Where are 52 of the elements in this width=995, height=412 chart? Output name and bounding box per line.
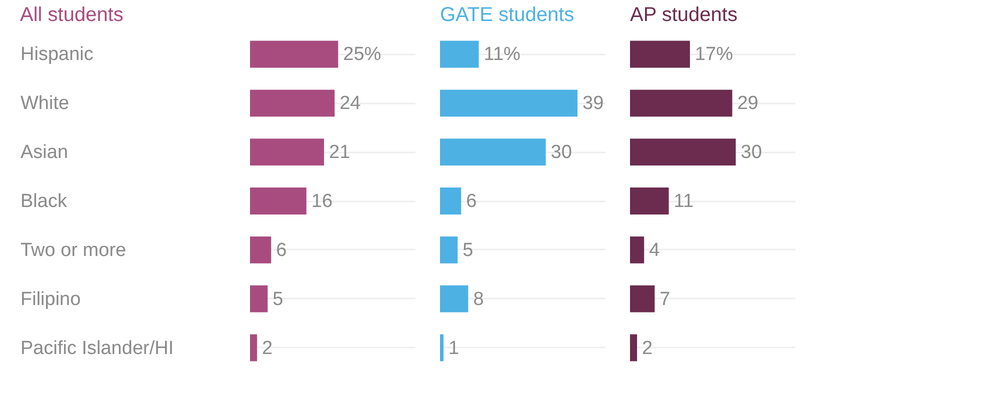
bar	[250, 334, 258, 362]
bar	[630, 40, 690, 68]
data-label: 1	[448, 338, 460, 359]
data-label: 16	[311, 191, 333, 212]
data-label: 5	[462, 240, 474, 261]
bar	[440, 90, 578, 117]
bar	[630, 334, 638, 362]
bar	[250, 138, 324, 166]
bar	[250, 90, 335, 117]
bar	[250, 236, 272, 264]
bar	[250, 188, 306, 214]
data-label: 30	[740, 142, 762, 164]
data-label: 6	[276, 240, 287, 261]
data-label: 29	[737, 93, 758, 114]
bar	[440, 40, 479, 68]
data-label: 24	[340, 93, 362, 114]
bar	[630, 188, 669, 214]
y-tick-label: Filipino	[20, 288, 81, 310]
y-tick-label: Hispanic	[20, 44, 94, 66]
data-label: 39	[582, 93, 604, 114]
data-label: 21	[329, 142, 350, 164]
y-tick-label: Black	[20, 191, 68, 212]
y-tick-label: Pacific Islander/HI	[20, 338, 174, 359]
bar	[630, 90, 732, 117]
bar	[250, 40, 338, 68]
data-label: 7	[660, 288, 670, 310]
bar	[440, 285, 468, 312]
bar	[630, 138, 736, 166]
data-label: 4	[649, 240, 660, 261]
data-label: 2	[642, 338, 653, 359]
bar	[630, 236, 644, 264]
data-label: 5	[272, 288, 284, 310]
bar	[630, 285, 655, 312]
y-tick-label: Asian	[20, 142, 68, 164]
data-label: 11	[674, 191, 694, 212]
bar	[440, 138, 546, 166]
data-label: 11%	[484, 44, 521, 66]
data-label: 25%	[343, 44, 382, 66]
data-label: 30	[550, 142, 572, 164]
text: All students	[20, 4, 124, 26]
bar	[250, 285, 268, 312]
y-tick-label: Two or more	[20, 240, 126, 261]
data-label: 2	[262, 338, 273, 359]
chart-title: AP students	[630, 4, 738, 26]
data-label: 17%	[694, 44, 734, 66]
y-tick-label: White	[20, 93, 70, 114]
data-label: 8	[473, 288, 484, 310]
bar	[440, 188, 462, 214]
bar	[440, 334, 444, 362]
chart-title: GATE students	[440, 4, 574, 26]
data-label: 6	[466, 191, 477, 212]
bar	[440, 236, 458, 264]
